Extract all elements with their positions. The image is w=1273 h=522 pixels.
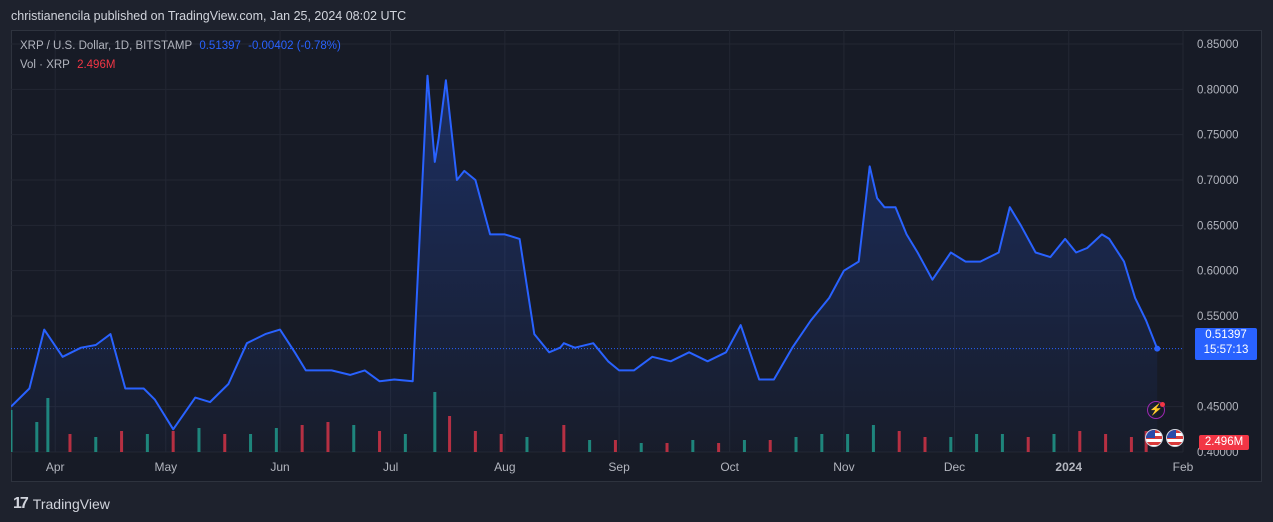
y-axis: 0.85000 0.80000 0.75000 0.70000 0.65000 0.600…	[1197, 39, 1239, 459]
y-tick-label: 0.85000	[1197, 39, 1239, 51]
y-tick-label: 0.70000	[1197, 175, 1239, 187]
price-badge: 0.51397 15:57:13	[1195, 328, 1257, 360]
last-price-label: 0.51397	[199, 40, 241, 52]
price-line-group	[11, 74, 1183, 431]
x-tick-label: May	[154, 460, 177, 474]
us-flag-icon[interactable]	[1166, 429, 1184, 447]
x-tick-label: Oct	[720, 460, 739, 474]
x-tick-label: Aug	[494, 460, 515, 474]
price-chart[interactable]: 0.85000 0.80000 0.75000 0.70000 0.65000 0.600…	[11, 30, 1262, 482]
y-tick-label: 0.40000	[1197, 447, 1239, 459]
legend-volume-row: Vol · XRP 2.496M	[20, 59, 119, 71]
y-tick-label: 0.80000	[1197, 84, 1239, 96]
x-tick-label: Nov	[833, 460, 854, 474]
x-tick-label: Sep	[608, 460, 630, 474]
volume-value: 2.496M	[77, 59, 116, 71]
y-tick-label: 0.60000	[1197, 266, 1239, 278]
volume-badge: 2.496M	[1199, 435, 1249, 450]
x-tick-label: 2024	[1055, 460, 1082, 474]
price-area	[11, 75, 1158, 452]
tradingview-logo-icon[interactable]: 17	[13, 495, 29, 512]
y-tick-label: 0.55000	[1197, 311, 1239, 323]
price-badge-value: 0.51397	[1205, 329, 1247, 341]
brand-name[interactable]: TradingView	[32, 496, 110, 512]
top-bar: christianencila published on TradingView…	[0, 0, 1273, 30]
lightning-icon[interactable]: ⚡	[1147, 401, 1165, 419]
x-tick-label: Dec	[944, 460, 965, 474]
last-price-dot	[1154, 345, 1161, 352]
publish-info: christianencila published on TradingView…	[11, 9, 407, 23]
footer: 17 TradingView	[13, 495, 110, 513]
y-tick-label: 0.45000	[1197, 402, 1239, 414]
legend-symbol-row: XRP / U.S. Dollar, 1D, BITSTAMP 0.51397 …	[20, 40, 345, 52]
volume-label[interactable]: Vol · XRP	[20, 59, 70, 71]
countdown-timer: 15:57:13	[1203, 344, 1249, 356]
x-axis: Apr May Jun Jul Aug Sep Oct Nov Dec 2024 Feb	[46, 460, 1194, 474]
price-line	[11, 74, 1159, 431]
price-area-fill	[11, 75, 1158, 452]
symbol-label[interactable]: XRP / U.S. Dollar, 1D, BITSTAMP	[20, 40, 193, 52]
change-label: -0.00402 (-0.78%)	[248, 40, 341, 52]
notification-dot-icon	[1160, 402, 1165, 407]
us-flag-icon[interactable]	[1145, 429, 1163, 447]
x-tick-label: Feb	[1173, 460, 1194, 474]
x-tick-label: Jun	[270, 460, 289, 474]
x-tick-label: Jul	[383, 460, 398, 474]
y-tick-label: 0.65000	[1197, 220, 1239, 232]
x-tick-label: Apr	[46, 460, 65, 474]
y-tick-label: 0.75000	[1197, 130, 1239, 142]
